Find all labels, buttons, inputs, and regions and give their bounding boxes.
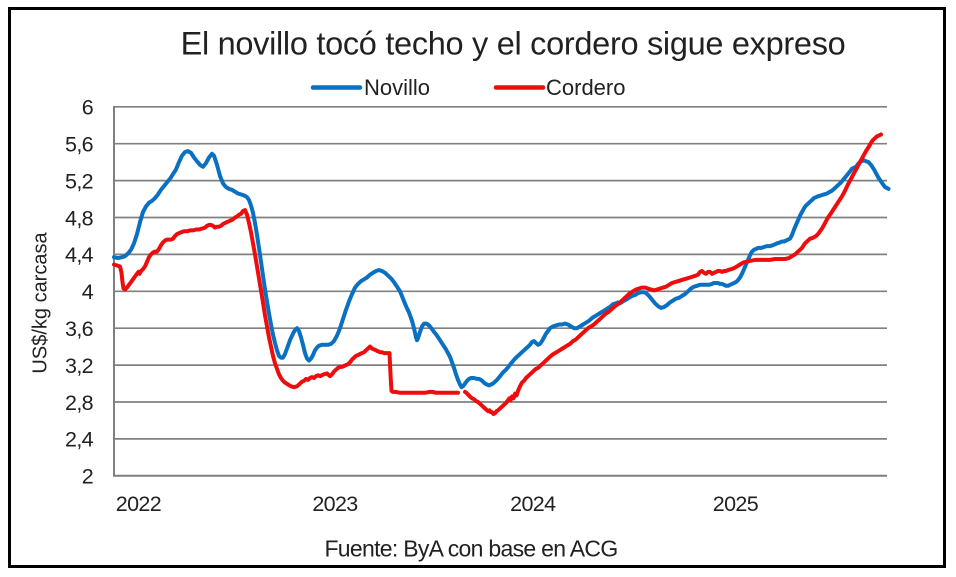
svg-text:2,4: 2,4 — [65, 428, 94, 452]
svg-text:2024: 2024 — [510, 492, 556, 516]
svg-text:5,6: 5,6 — [65, 133, 94, 157]
svg-text:2023: 2023 — [312, 492, 358, 516]
svg-text:4: 4 — [82, 280, 94, 304]
svg-text:2: 2 — [82, 465, 93, 489]
svg-text:2,8: 2,8 — [65, 391, 94, 415]
svg-text:Novillo: Novillo — [364, 75, 430, 100]
svg-text:6: 6 — [82, 96, 94, 120]
svg-text:2022: 2022 — [116, 492, 161, 516]
svg-text:Cordero: Cordero — [546, 75, 625, 100]
svg-text:Fuente: ByA con base en ACG: Fuente: ByA con base en ACG — [324, 536, 617, 562]
svg-text:4,8: 4,8 — [65, 206, 94, 230]
svg-text:El novillo tocó techo y el cor: El novillo tocó techo y el cordero sigue… — [181, 26, 846, 62]
svg-text:US$/kg carcasa: US$/kg carcasa — [30, 232, 52, 374]
svg-text:2025: 2025 — [713, 492, 759, 516]
svg-text:3,2: 3,2 — [65, 354, 93, 378]
svg-text:4,4: 4,4 — [65, 243, 94, 267]
svg-text:5,2: 5,2 — [65, 169, 93, 193]
svg-text:3,6: 3,6 — [65, 317, 94, 341]
